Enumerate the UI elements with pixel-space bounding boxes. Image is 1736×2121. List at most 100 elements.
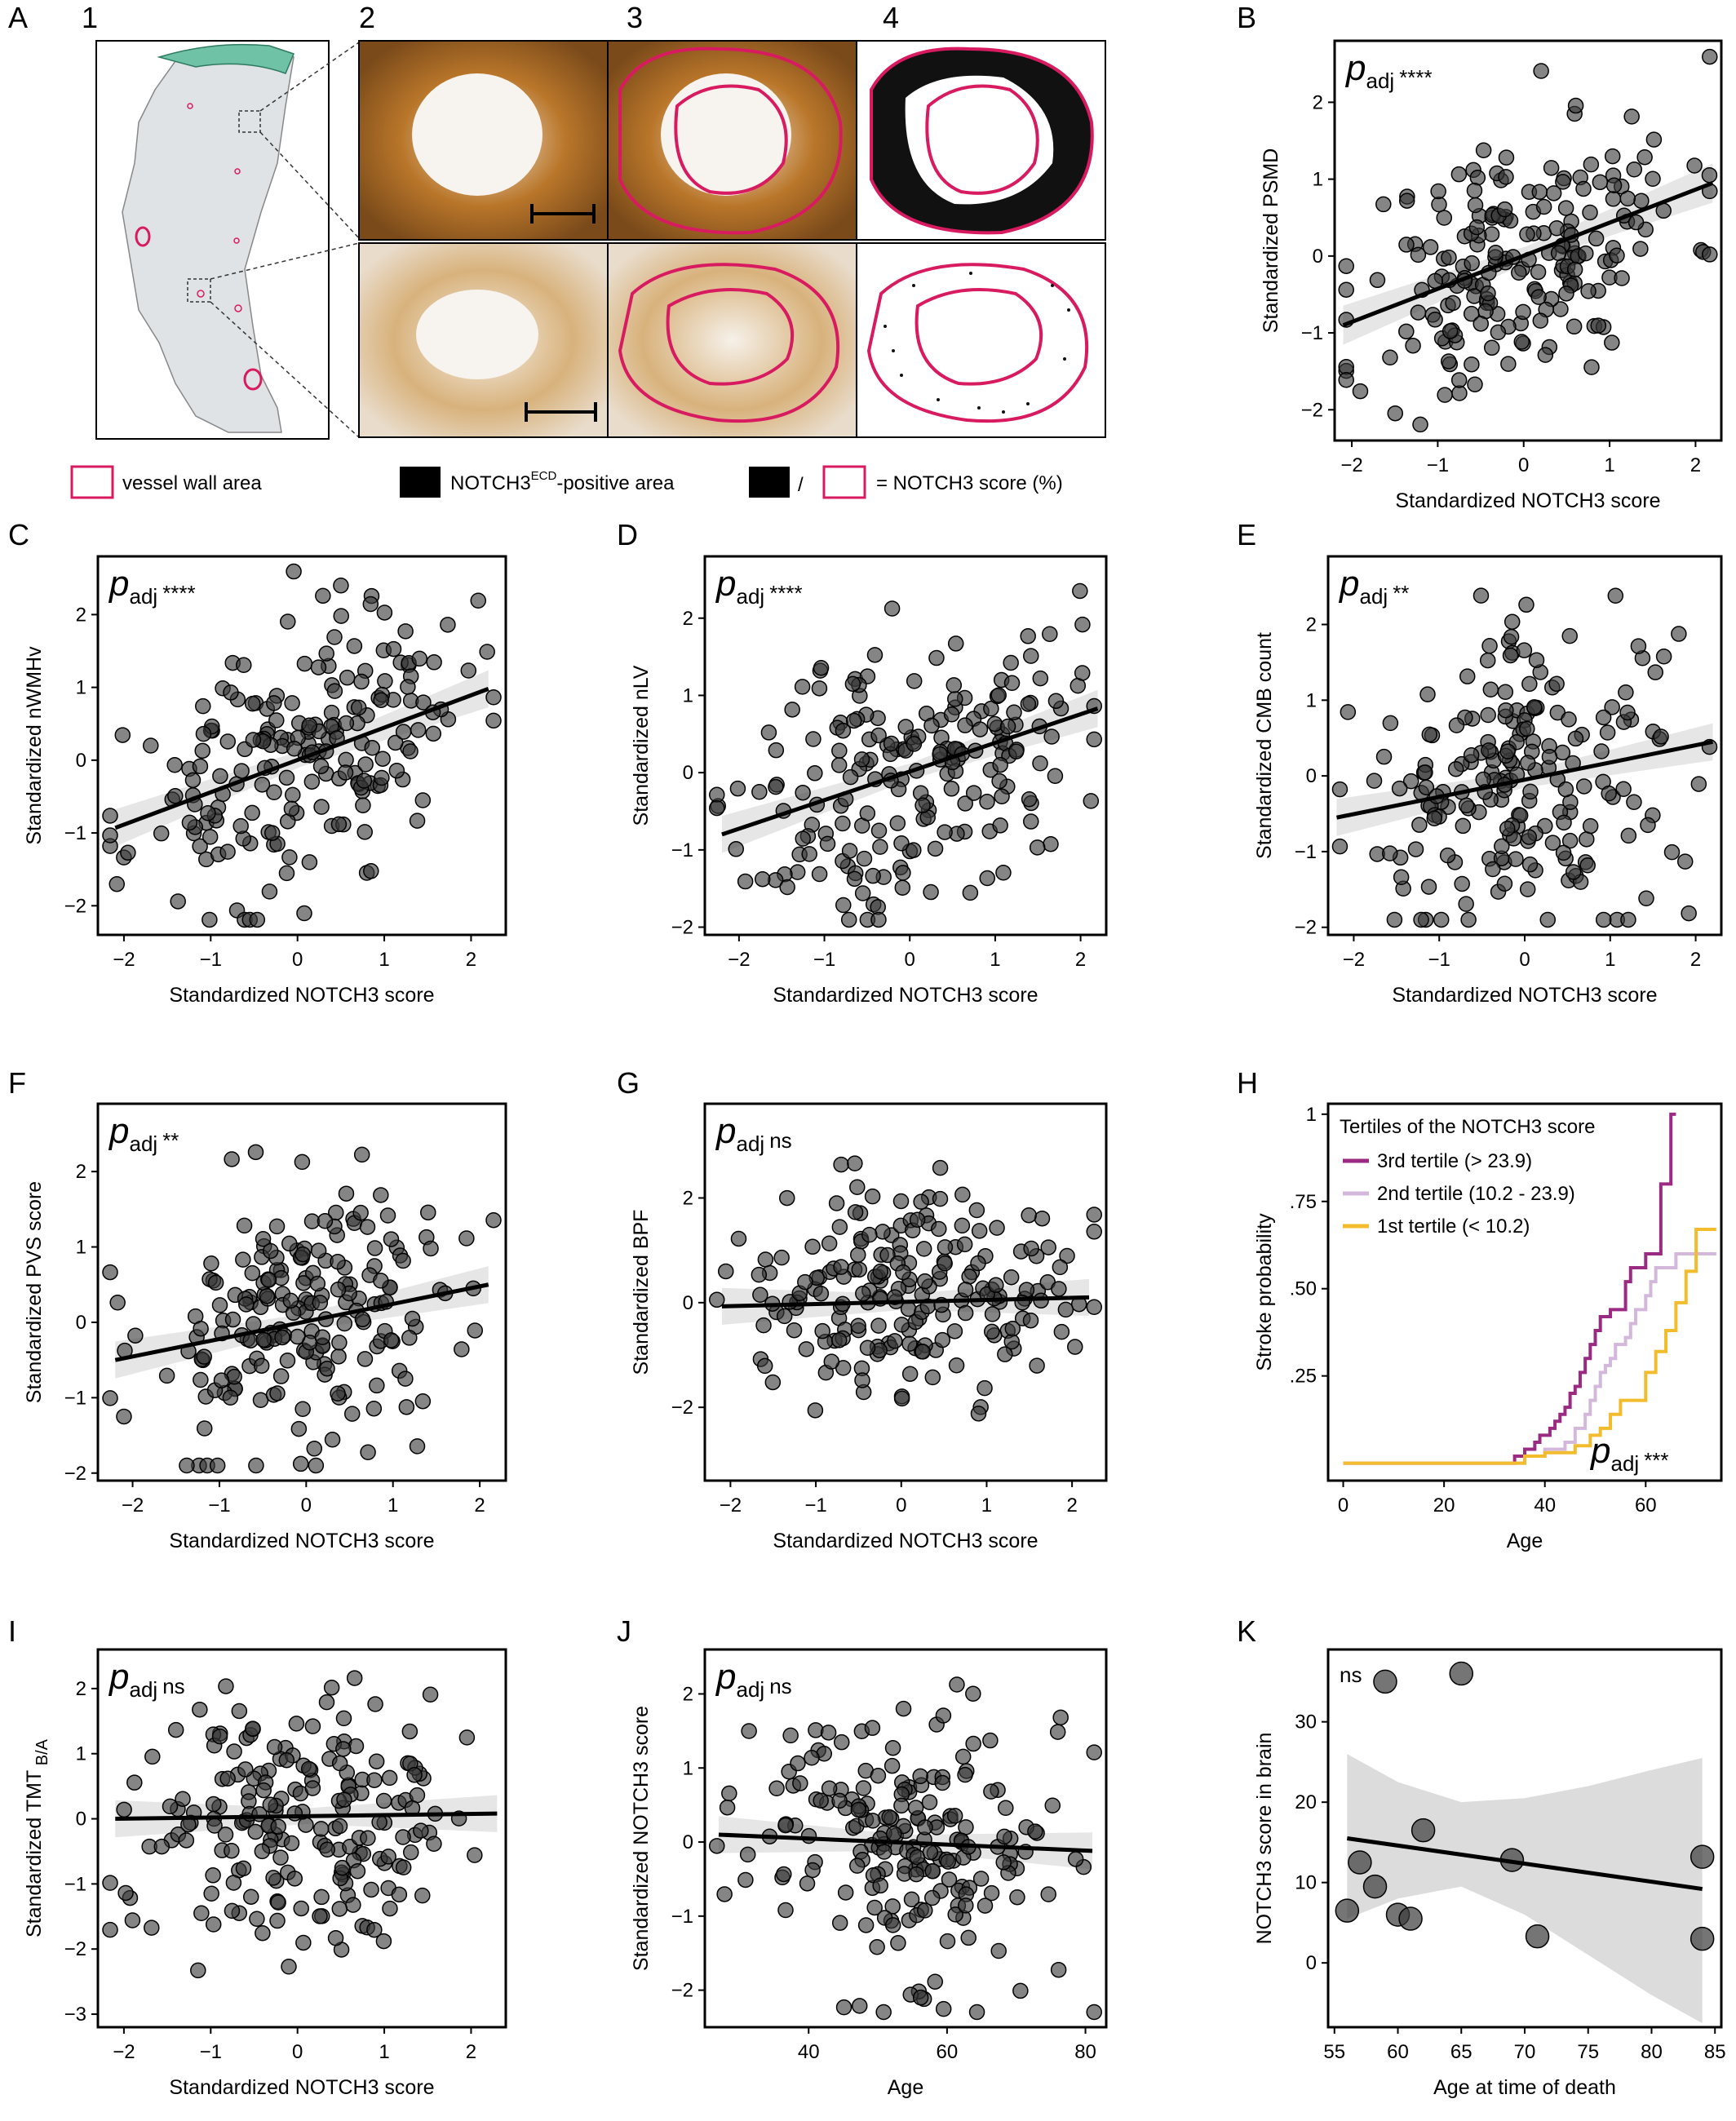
data-point [957, 1282, 974, 1298]
y-tick-label: 2 [76, 1161, 86, 1183]
data-point [1636, 148, 1653, 166]
data-point [831, 742, 848, 759]
data-point [716, 1886, 733, 1902]
data-point [1448, 717, 1465, 733]
y-tick-label: −2 [1295, 917, 1317, 939]
data-point [784, 702, 800, 718]
data-point [1051, 1281, 1067, 1297]
data-point [212, 768, 228, 785]
data-point [979, 870, 995, 887]
data-point [367, 1696, 383, 1712]
panel-letter: G [617, 1066, 640, 1100]
data-point [467, 1322, 483, 1339]
data-point [997, 1346, 1013, 1362]
data-point [300, 1760, 317, 1778]
x-tick-label: −2 [1340, 454, 1362, 476]
data-point [1633, 193, 1650, 209]
data-point [247, 1144, 264, 1161]
data-point [116, 1801, 132, 1818]
data-point [1530, 263, 1547, 281]
data-point [908, 1866, 924, 1883]
data-point [318, 645, 334, 662]
data-point [338, 715, 355, 732]
data-point [872, 839, 888, 855]
data-point [842, 768, 859, 786]
data-point [294, 1401, 311, 1418]
data-point [1526, 699, 1543, 715]
data-point [1518, 596, 1534, 613]
data-point [895, 1264, 911, 1281]
data-point [1004, 1320, 1021, 1337]
data-point [957, 717, 973, 733]
y-tick-label: −1 [1295, 841, 1317, 863]
x-tick-label: 1 [981, 1494, 992, 1517]
data-point [1604, 334, 1620, 351]
data-point [1003, 1269, 1020, 1286]
y-tick-label: 0 [1306, 765, 1317, 787]
data-point [797, 1273, 813, 1291]
data-point [255, 1782, 272, 1799]
y-tick-label: −2 [671, 917, 693, 939]
data-point [254, 1843, 271, 1860]
data-point [192, 758, 209, 775]
vessel-marker [135, 226, 151, 247]
y-tick-label: 0 [683, 762, 693, 784]
outer-wall-outline [618, 46, 843, 235]
y-tick-label: 1 [76, 677, 86, 699]
data-point [1044, 1797, 1061, 1813]
data-point [998, 1800, 1014, 1817]
data-point [1074, 665, 1091, 681]
panel-h: H 0 20 40 60 .25 .50 .75 1 Age Stroke probability T… [1237, 1066, 1723, 1552]
y-tick-label: −2 [671, 1397, 693, 1419]
vessel-marker [234, 168, 241, 175]
data-point [1628, 214, 1645, 231]
data-point [330, 1348, 347, 1365]
y-tick-label: 1 [1306, 1104, 1317, 1126]
data-point [906, 842, 922, 858]
data-point [312, 758, 330, 775]
data-point [777, 1902, 794, 1919]
data-point [932, 1159, 949, 1176]
x-tick-label: −2 [113, 949, 135, 971]
data-point [737, 1871, 754, 1889]
data-point [1530, 289, 1547, 305]
panel-d: D −2 −1 0 1 2 −2 −1 0 1 2 Standardized NOTCH3 score… [617, 518, 1108, 1007]
panel-j: J 40 60 80 −2 −1 0 1 2 Age Standardized NOTCH3 sco… [617, 1614, 1108, 2099]
data-point [330, 816, 348, 833]
data-point [116, 1408, 132, 1425]
data-point [1052, 1259, 1069, 1276]
legend-title: Tertiles of the NOTCH3 score [1340, 1116, 1595, 1138]
data-point [870, 1767, 887, 1784]
data-point [1701, 166, 1718, 184]
panel-c: C −2 −1 0 1 2 −2 −1 0 1 2 Standardized NOTCH3 score… [8, 518, 507, 1007]
data-point [958, 1897, 974, 1914]
data-point [315, 587, 331, 604]
data-point [1436, 210, 1453, 226]
data-point [897, 719, 914, 735]
data-point [1366, 773, 1383, 789]
data-point [859, 1339, 876, 1357]
data-point [288, 1716, 305, 1732]
data-point [1496, 875, 1513, 892]
data-point [807, 765, 823, 782]
data-point [1460, 911, 1477, 928]
data-point [248, 1457, 264, 1474]
data-point [983, 700, 999, 717]
data-point [991, 773, 1008, 790]
data-point [333, 577, 349, 594]
y-tick-label: 2 [1313, 91, 1323, 113]
data-point [1348, 1850, 1372, 1875]
regression-line [1335, 739, 1714, 820]
data-point [1047, 768, 1064, 785]
x-tick-label: 2 [466, 2041, 476, 2063]
data-point [338, 1185, 355, 1202]
data-point [269, 1385, 286, 1401]
data-point [254, 777, 271, 793]
data-point [776, 1308, 793, 1325]
data-point [425, 725, 442, 742]
data-point [901, 1366, 919, 1382]
data-point [972, 721, 989, 737]
data-point [363, 863, 379, 879]
data-point [1620, 911, 1636, 928]
data-point [940, 1853, 956, 1870]
